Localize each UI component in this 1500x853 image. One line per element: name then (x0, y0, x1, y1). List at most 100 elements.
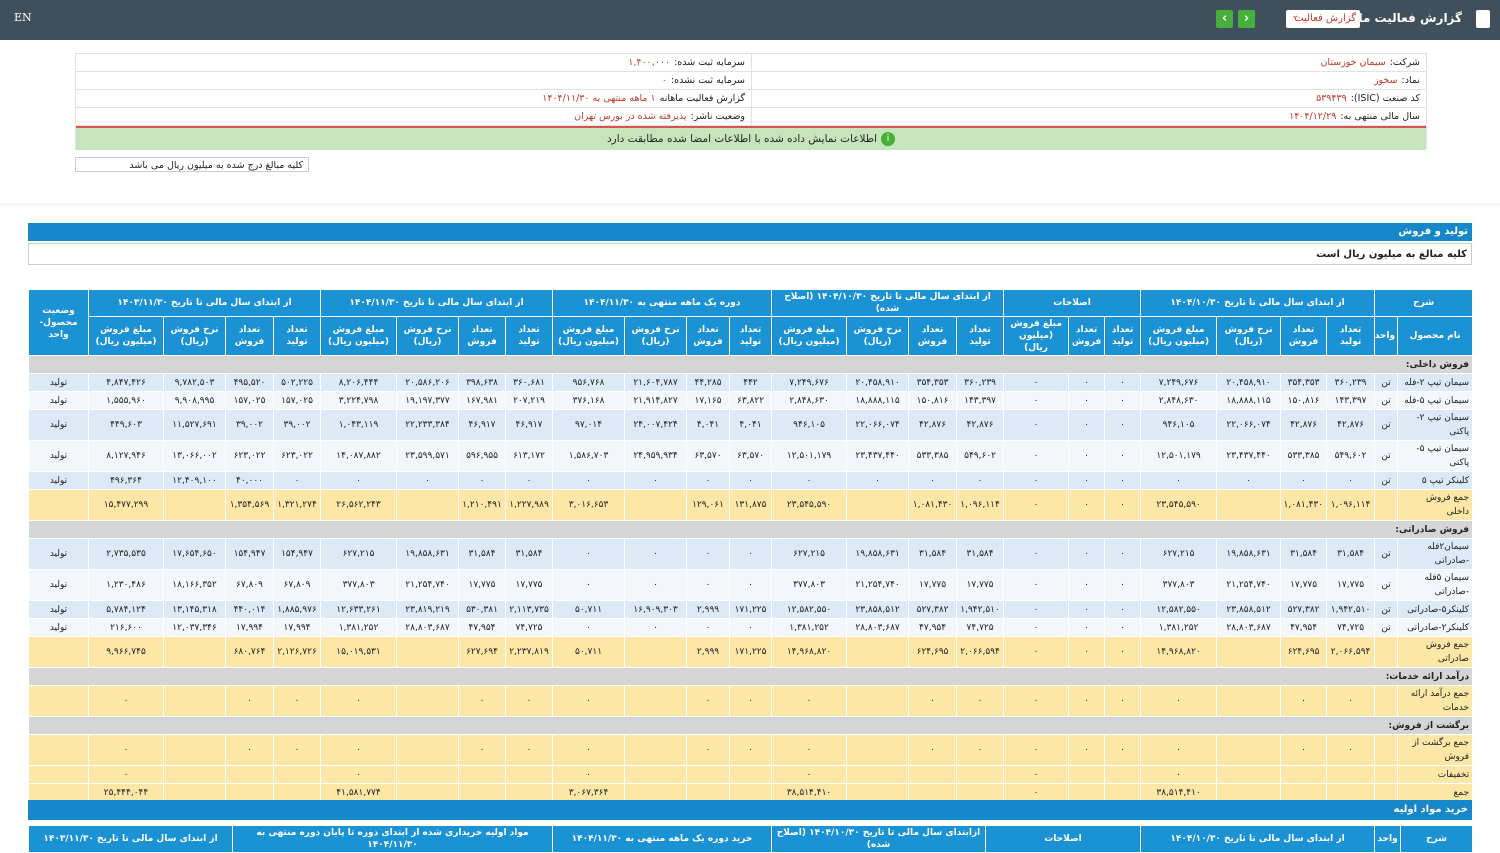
cell: ۱۵,۰۱۹,۵۳۱ (320, 636, 397, 668)
cell: ۱۸,۱۶۶,۳۵۲ (163, 569, 226, 601)
group-header: مواد اولیه خریداری شده از ابتدای دوره تا… (232, 825, 553, 853)
cell: ۰ (771, 765, 848, 784)
cell: ۰ (1068, 685, 1106, 717)
cell: ۱,۵۸۶,۷۰۳ (551, 440, 626, 472)
cell: ۰ (551, 734, 626, 766)
prev-button[interactable]: ‹ (1216, 10, 1233, 28)
cell (163, 636, 226, 668)
column-header: نام محصول (1397, 316, 1474, 356)
cell: ۰ (1280, 471, 1328, 490)
cell: ۶۲۳,۰۲۲ (225, 440, 274, 472)
column-header: مبلغ فروش (میلیون ریال) (551, 316, 626, 356)
cell: ۰ (1140, 765, 1218, 784)
cell: ۰ (1104, 538, 1142, 570)
cell: ۰ (956, 471, 1005, 490)
cell: ۵۳۳,۳۸۵ (908, 440, 958, 472)
cell: ۱۷,۶۵۴,۶۵۰ (163, 538, 226, 570)
info-cell: شرکت: سیمان خوزستان (751, 54, 1426, 71)
cell: ۱۲,۵۰۱,۱۷۹ (1140, 440, 1218, 472)
cell: ۱۷,۷۷۵ (505, 569, 553, 601)
cell: تولید (28, 409, 89, 441)
data-row: سیمان تیپ ۵- پاکتی تن ۵۴۹,۶۰۲ ۵۳۳,۳۸۵ ۲۳,۴۳۷… (28, 440, 1474, 472)
cell: ۰ (1003, 783, 1070, 802)
product-name: کلینکر تیپ ۵ (1397, 471, 1474, 490)
group-header: از ابتدای سال مالی تا تاریخ ۱۴۰۳/۱۱/۳۰ (28, 825, 233, 853)
cell: ۰ (624, 538, 688, 570)
cell: ۰ (956, 685, 1005, 717)
cell: تولید (28, 440, 89, 472)
cell (624, 489, 688, 521)
cell: ۲,۱۲۶,۷۲۶ (273, 636, 321, 668)
language-switch[interactable]: EN (14, 11, 32, 24)
product-name: سیمان تیپ ۵-فله (1397, 391, 1474, 410)
info-icon: i (881, 132, 895, 146)
data-row: جمع فروش صادراتی ۲,۰۶۶,۵۹۴ ۶۲۴,۶۹۵ ۱۴,۹۶۸,۸… (28, 636, 1474, 668)
cell: ۱۷,۷۷۵ (908, 569, 958, 601)
cell: ۰ (624, 618, 688, 637)
cell: ۰ (729, 618, 773, 637)
report-dropdown[interactable]: گزارش فعالیت (1286, 7, 1360, 28)
cell: ۰ (1104, 489, 1142, 521)
cell: ۳۱,۵۸۴ (1280, 538, 1328, 570)
cell: ۱۲,۶۳۳,۲۶۱ (320, 600, 397, 619)
cell: ۲,۰۶۶,۵۹۴ (1326, 636, 1376, 668)
cell: ۰ (624, 569, 688, 601)
column-header: تعداد فروش (458, 316, 506, 356)
cell: تن (1374, 440, 1399, 472)
cell: ۲,۸۴۸,۶۳۰ (1140, 391, 1218, 410)
info-value: پذیرفته شده در بورس تهران (574, 111, 687, 122)
cell: ۳۹,۰۰۲ (273, 409, 321, 441)
cell (1068, 783, 1106, 802)
cell: ۰ (1003, 685, 1070, 717)
header-row: نام محصول واحد تعداد تولید تعداد فروش نرخ فر… (29, 316, 1474, 356)
cell: ۷۴,۷۲۵ (505, 618, 553, 637)
cell: ۰ (1104, 600, 1142, 619)
cell: ۰ (1104, 636, 1142, 668)
cell: ۰ (1003, 489, 1070, 521)
cell: ۴۲,۸۷۶ (908, 409, 958, 441)
cell: ۲۰,۵۸۶,۲۰۶ (396, 373, 459, 392)
cell: ۴۶,۹۱۷ (505, 409, 553, 441)
cell: ۳,۰۶۷,۳۶۴ (551, 783, 626, 802)
cell: تن (1374, 600, 1399, 619)
cell: ۶۷,۸۰۹ (273, 569, 321, 601)
cell: ۱۷,۹۹۴ (273, 618, 321, 637)
cell: ۱۷۱,۲۲۵ (729, 636, 773, 668)
group-header: شرح (1374, 289, 1474, 317)
info-cell: گزارش فعالیت ماهانه ۱ ماهه منتهی به ۱۴۰۴/… (76, 90, 751, 107)
section-title: فروش صادراتی: (27, 520, 1474, 539)
cell (846, 765, 910, 784)
cell: ۲۴,۰۰۷,۴۲۴ (624, 409, 688, 441)
next-button[interactable]: › (1238, 10, 1255, 28)
cell: ۳۷۷,۸۰۳ (1140, 569, 1218, 601)
info-label: شرکت: (1389, 57, 1420, 68)
cell: ۰ (686, 569, 731, 601)
group-header: ازابتدای سال مالی تا تاریخ ۱۴۰۴/۱۰/۳۰ (ا… (771, 825, 986, 853)
cell: ۲۱,۲۵۴,۷۴۰ (396, 569, 459, 601)
cell: ۱۷۱,۲۲۵ (729, 600, 773, 619)
cell: ۹,۹۰۸,۹۹۵ (163, 391, 226, 410)
cell: ۰ (505, 685, 553, 717)
cell (396, 685, 459, 717)
cell: ۲۳,۵۴۵,۵۹۰ (1140, 489, 1218, 521)
group-header: از ابتدای سال مالی تا تاریخ ۱۴۰۴/۱۰/۳۰ (1140, 289, 1376, 317)
data-row: تخفیفات ۰ ۰ ۰ ۰ ۰ ۰ (28, 765, 1474, 784)
cell: ۱۹,۸۵۸,۶۳۱ (1216, 538, 1282, 570)
cell: ۳۵۴,۳۵۳ (1280, 373, 1328, 392)
cell: ۰ (1068, 569, 1106, 601)
cell (846, 685, 910, 717)
cell: ۱۴,۰۸۷,۸۸۲ (320, 440, 397, 472)
info-value: ۱ ماهه منتهی به ۱۴۰۴/۱۱/۳۰ (542, 93, 656, 104)
cell (163, 489, 226, 521)
product-name: سیمان تیپ ۲-فله (1397, 373, 1474, 392)
cell: ۴۶,۹۱۷ (458, 409, 506, 441)
info-label: سال مالی منتهی به: (1340, 111, 1420, 122)
cell: ۱۴,۹۶۸,۸۲۰ (1140, 636, 1218, 668)
cell: ۳۸,۵۱۴,۴۱۰ (771, 783, 848, 802)
info-cell: وضعیت ناشر: پذیرفته شده در بورس تهران (76, 108, 751, 125)
cell (163, 783, 226, 802)
cell: ۰ (908, 685, 958, 717)
cell: ۰ (846, 471, 910, 490)
header-row: شرح از ابتدای سال مالی تا تاریخ ۱۴۰۴/۱۰/۳… (28, 289, 1474, 356)
